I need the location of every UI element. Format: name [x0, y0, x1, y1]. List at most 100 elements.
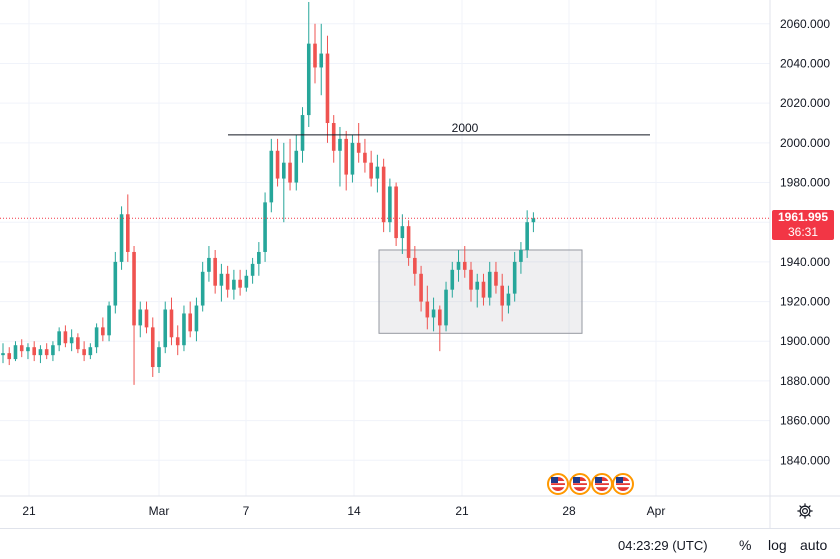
candle-up — [157, 341, 161, 373]
last-price-tag: 1961.995 36:31 — [772, 210, 834, 241]
candle-body — [82, 349, 86, 356]
candle-up — [200, 261, 205, 312]
candle-up — [294, 134, 299, 191]
candle-down — [144, 301, 149, 334]
candle-body — [394, 186, 398, 239]
candle-up — [13, 341, 18, 362]
candle-down — [238, 269, 242, 296]
percent-scale-button[interactable]: % — [739, 537, 752, 553]
candle-up — [263, 192, 267, 262]
candle-up — [207, 246, 211, 282]
candle-down — [150, 317, 155, 377]
candle-down — [331, 115, 336, 163]
candle-down — [438, 305, 442, 352]
x-tick-label: 14 — [347, 504, 361, 518]
candle-body — [500, 285, 504, 306]
log-scale-button[interactable]: log — [768, 537, 787, 553]
x-tick-label: 21 — [455, 504, 469, 518]
candle-body — [425, 301, 430, 318]
candle-up — [244, 269, 249, 292]
candle-body — [381, 166, 386, 223]
us-flag-icon — [591, 473, 613, 495]
x-tick-label: Mar — [149, 504, 170, 518]
gear-icon[interactable] — [790, 498, 820, 524]
candle-down — [481, 273, 486, 306]
candle-body — [344, 138, 348, 175]
candle-down — [406, 220, 411, 266]
range-rectangle — [378, 249, 583, 334]
us-flag-icon — [547, 473, 569, 495]
candle-up — [269, 138, 274, 213]
candle-body — [438, 309, 442, 326]
us-flag-event-icons — [547, 473, 634, 495]
candle-body — [388, 186, 392, 223]
y-tick-label: 1940.000 — [780, 255, 830, 269]
candle-body — [257, 251, 261, 264]
candle-body — [525, 222, 529, 250]
candle-body — [325, 53, 330, 124]
candle-down — [275, 138, 280, 187]
candle-down — [363, 138, 367, 173]
candle-up — [113, 251, 118, 314]
candle-up — [306, 1, 311, 127]
candle-up — [119, 206, 124, 270]
candle-down — [175, 325, 180, 356]
candle-up — [525, 210, 529, 258]
grid-lines — [0, 0, 770, 496]
candle-up — [163, 301, 168, 354]
candle-body — [69, 337, 74, 344]
candle-up — [88, 343, 93, 360]
candle-body — [356, 142, 361, 153]
candle-up — [250, 257, 255, 284]
candle-body — [300, 115, 305, 151]
candle-body — [350, 142, 355, 175]
candle-body — [188, 313, 192, 332]
candle-body — [38, 349, 43, 356]
y-tick-label: 1900.000 — [780, 334, 830, 348]
candle-body — [157, 347, 161, 368]
candle-up — [38, 345, 43, 364]
us-flag-icon — [569, 473, 591, 495]
flag-stripe — [573, 485, 587, 488]
x-tick-label: 21 — [22, 504, 36, 518]
candle-up — [219, 263, 224, 302]
candle-body — [150, 327, 155, 368]
candle-up — [232, 269, 236, 300]
candle-down — [188, 301, 192, 338]
utc-clock[interactable]: 04:23:29 (UTC) — [618, 538, 708, 553]
flag-canton — [551, 477, 558, 483]
candle-body — [250, 263, 255, 276]
candle-down — [469, 261, 473, 302]
candle-up — [51, 341, 55, 362]
candle-down — [381, 158, 386, 233]
candle-body — [413, 257, 417, 274]
candle-up — [26, 343, 30, 360]
candle-body — [481, 281, 486, 298]
candle-body — [126, 214, 130, 252]
candle-body — [306, 43, 311, 116]
y-tick-label: 1880.000 — [780, 374, 830, 388]
candle-down — [425, 285, 430, 330]
candle-body — [32, 347, 36, 356]
auto-scale-button[interactable]: auto — [800, 537, 828, 553]
candle-body — [194, 305, 199, 332]
candle-down — [82, 341, 86, 362]
candle-down — [413, 246, 417, 286]
candle-up — [107, 301, 111, 342]
candle-up — [444, 281, 448, 332]
price-chart[interactable]: 2060.000 2040.000 2020.000 2000.000 1980.000… — [0, 0, 840, 528]
candle-body — [238, 279, 242, 288]
candle-body — [113, 261, 118, 306]
candle-up — [182, 305, 186, 352]
candle-body — [331, 123, 336, 151]
candle-down — [101, 317, 105, 342]
candle-up — [475, 273, 480, 308]
candle-down — [44, 343, 49, 360]
candle-up — [1, 343, 5, 364]
candle-body — [269, 150, 274, 203]
candle-body — [26, 347, 30, 352]
flag-stripe — [595, 485, 609, 488]
candle-body — [294, 150, 299, 183]
candle-down — [394, 182, 398, 247]
